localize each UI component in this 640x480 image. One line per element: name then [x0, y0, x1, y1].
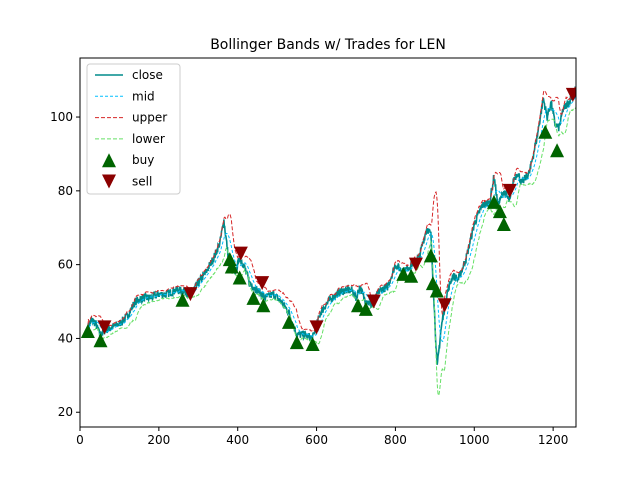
sell-marker [502, 183, 517, 198]
buy-marker [550, 143, 565, 158]
legend-label-close: close [132, 68, 163, 82]
x-tick-label: 200 [147, 433, 170, 447]
buy-marker [496, 217, 511, 232]
sell-marker [366, 294, 381, 309]
x-tick-label: 1200 [538, 433, 569, 447]
legend-label-lower: lower [132, 132, 165, 146]
sell-marker [309, 320, 324, 335]
buy-marker [246, 290, 261, 305]
sell-marker [437, 298, 452, 313]
x-tick-label: 400 [226, 433, 249, 447]
series-group [80, 84, 576, 397]
y-tick-label: 60 [58, 258, 73, 272]
series-close-line [87, 86, 576, 365]
sell-marker [408, 257, 423, 272]
buy-marker [350, 298, 365, 313]
buy-marker [492, 204, 507, 219]
series-mid-line [87, 95, 576, 342]
sell-marker [233, 246, 248, 261]
sell-marker [97, 320, 112, 335]
buy-marker [256, 298, 271, 313]
y-tick-label: 80 [58, 184, 73, 198]
plot-area [79, 57, 577, 428]
legend-label-upper: upper [132, 111, 167, 125]
x-tick-label: 800 [384, 433, 407, 447]
sell-marker [255, 276, 270, 291]
plot-frame [79, 57, 577, 428]
buy-marker [281, 314, 296, 329]
buy-marker [305, 336, 320, 351]
legend-swatch-sell [102, 174, 116, 189]
y-tick-label: 40 [58, 331, 73, 345]
x-tick-label: 1000 [459, 433, 490, 447]
sell-marker [565, 87, 576, 102]
buy-marker [80, 324, 95, 339]
buy-marker [538, 124, 553, 139]
x-tick-label: 600 [305, 433, 328, 447]
series-upper-line [87, 84, 576, 333]
x-tick-label: 0 [76, 433, 84, 447]
legend-label-sell: sell [132, 175, 152, 189]
buy-marker [429, 283, 444, 298]
buy-marker [232, 270, 247, 285]
buy-marker [224, 259, 239, 274]
legend-label-buy: buy [132, 153, 154, 167]
legend-swatch-buy [102, 153, 116, 168]
y-axis: 20 40 60 80 100 [50, 110, 80, 419]
buy-marker [358, 301, 373, 316]
sell-marker [183, 287, 198, 302]
y-tick-label: 100 [50, 110, 73, 124]
buy-marker [289, 335, 304, 350]
series-lower-line [87, 106, 576, 397]
buy-marker [423, 248, 438, 263]
buy-marker [175, 292, 190, 307]
chart-title: Bollinger Bands w/ Trades for LEN [210, 37, 446, 53]
buy-marker [404, 268, 419, 283]
buy-marker [396, 266, 411, 281]
buy-marker [486, 194, 501, 209]
legend-label-mid: mid [132, 89, 155, 103]
x-axis: 0 200 400 600 800 1000 1200 [76, 427, 568, 447]
legend: close mid upper lower buy sell [86, 63, 181, 195]
buy-marker [93, 333, 108, 348]
y-tick-label: 20 [58, 405, 73, 419]
